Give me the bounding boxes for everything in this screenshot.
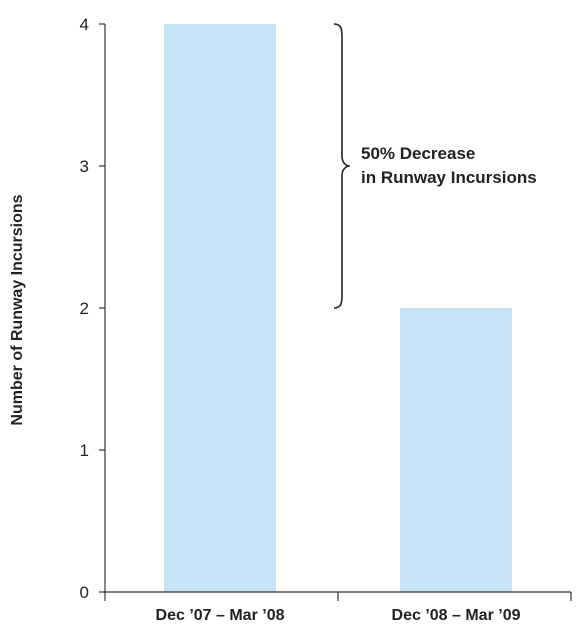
bars-layer xyxy=(164,24,512,592)
y-tick-label-0: 0 xyxy=(80,583,89,602)
annotation-line-2: in Runway Incursions xyxy=(361,168,537,187)
bar-2 xyxy=(400,308,512,592)
ticks-layer: 0 1 2 3 4 Dec ’07 – Mar ’08 Dec ’08 – Mar ’09 xyxy=(80,15,572,624)
annotation-brace xyxy=(333,23,351,309)
annotation-line-1: 50% Decrease xyxy=(361,144,475,163)
bar-1 xyxy=(164,24,276,592)
y-tick-label-4: 4 xyxy=(80,15,89,34)
y-tick-label-3: 3 xyxy=(80,157,89,176)
annotation-layer xyxy=(333,23,351,309)
y-axis-label: Number of Runway Incursions xyxy=(9,194,26,425)
x-tick-label-2: Dec ’08 – Mar ’09 xyxy=(392,607,521,624)
y-tick-label-2: 2 xyxy=(80,299,89,318)
x-tick-label-1: Dec ’07 – Mar ’08 xyxy=(156,607,285,624)
y-tick-label-1: 1 xyxy=(80,441,89,460)
